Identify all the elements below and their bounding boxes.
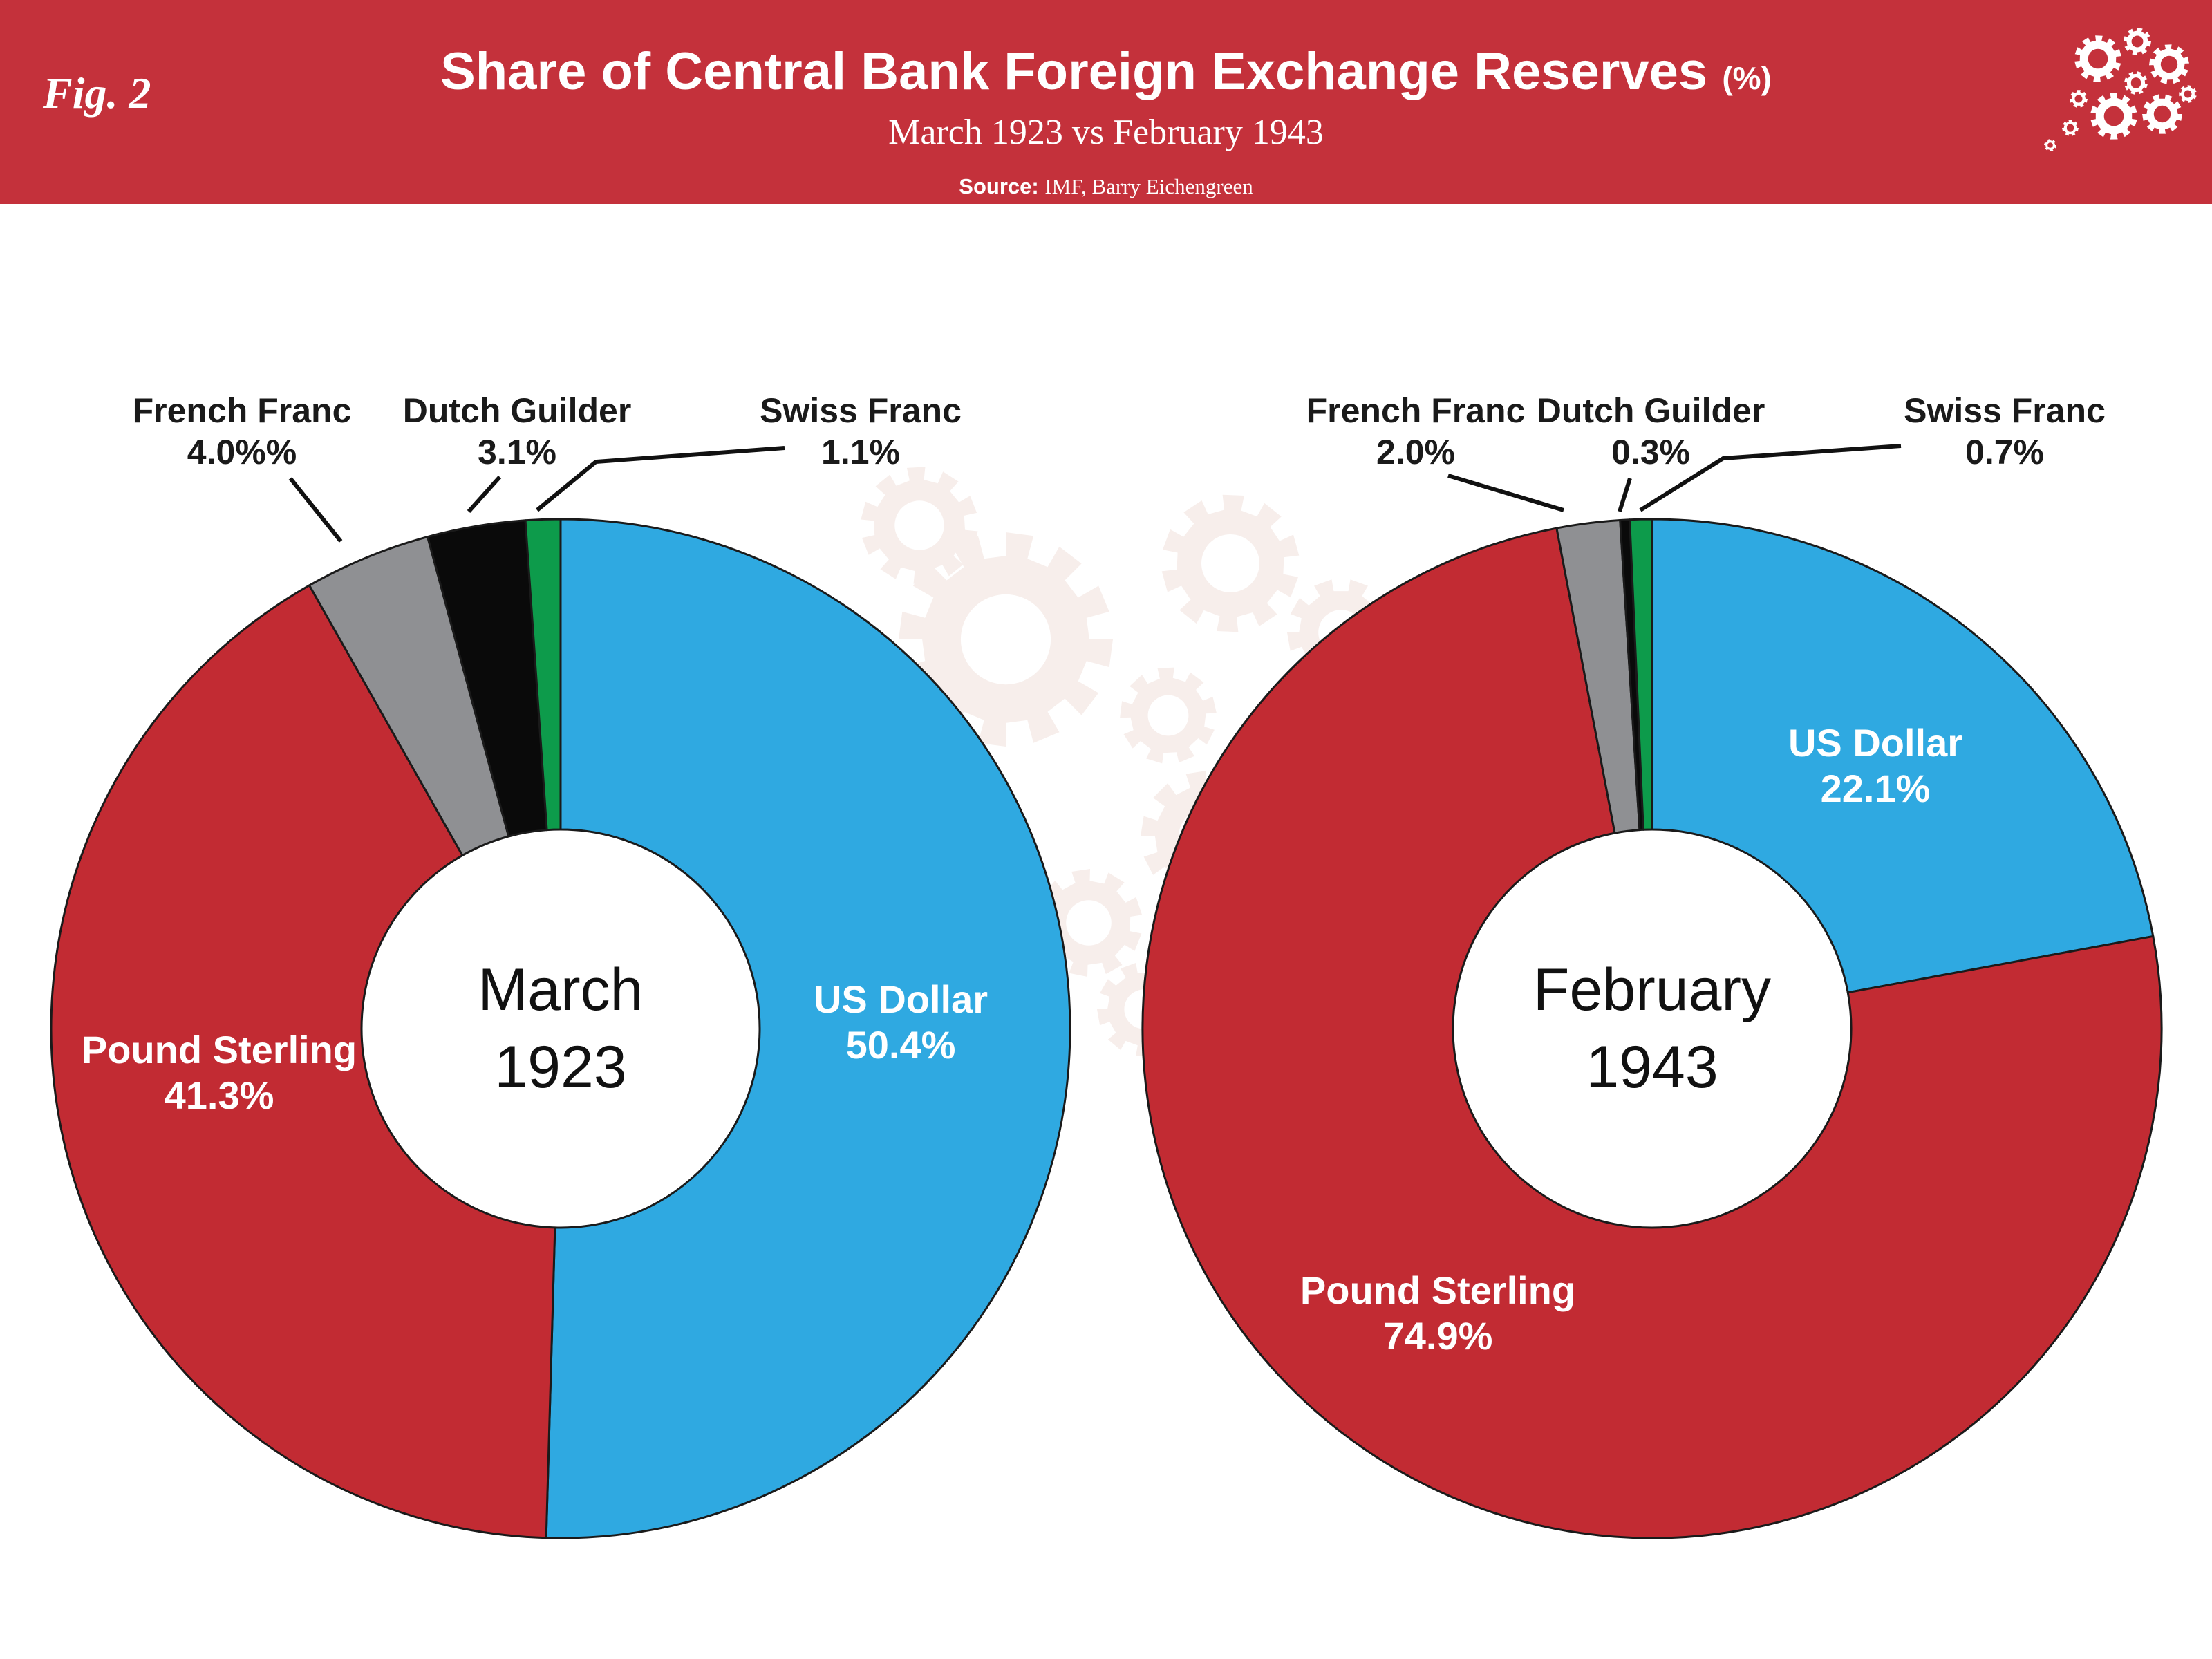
source-label: Source:	[959, 174, 1039, 198]
callout-dutch-guilder-1943: Dutch Guilder 0.3%	[1537, 390, 1765, 473]
callout-name: Swiss Franc	[760, 391, 962, 430]
figure-label: Fig. 2	[43, 68, 151, 118]
callout-name: Swiss Franc	[1904, 391, 2106, 430]
callout-value: 0.3%	[1611, 433, 1690, 471]
callout-french-franc-1943: French Franc 2.0%	[1306, 390, 1526, 473]
callout-value: 0.7%	[1965, 433, 2044, 471]
header-content: Share of Central Bank Foreign Exchange R…	[0, 0, 2212, 204]
slice-label-name: US Dollar	[1788, 721, 1963, 765]
header-band	[0, 0, 2212, 204]
callout-name: Dutch Guilder	[1536, 391, 1765, 430]
page-subtitle: March 1923 vs February 1943	[888, 113, 1324, 152]
slice-label-pound-sterling-1923: Pound Sterling 41.3%	[82, 1027, 357, 1118]
page-title-text: Share of Central Bank Foreign Exchange R…	[440, 42, 1708, 101]
slice-label-value: 41.3%	[164, 1074, 274, 1117]
slice-label-name: US Dollar	[813, 977, 988, 1021]
slice-label-us-dollar-1943: US Dollar 22.1%	[1788, 720, 1962, 812]
slice-label-us-dollar-1923: US Dollar 50.4%	[814, 977, 988, 1068]
callout-value: 2.0%	[1376, 433, 1455, 471]
slice-label-value: 74.9%	[1382, 1314, 1493, 1358]
center-year: 1923	[494, 1034, 627, 1100]
source-line: Source: IMF, Barry Eichengreen	[959, 175, 1253, 198]
center-month: March	[478, 957, 644, 1023]
callout-value: 1.1%	[821, 433, 900, 471]
callout-name: French Franc	[1306, 391, 1526, 430]
page-title: Share of Central Bank Foreign Exchange R…	[440, 0, 1772, 106]
callout-swiss-franc-1943: Swiss Franc 0.7%	[1904, 390, 2106, 473]
center-year: 1943	[1586, 1034, 1718, 1100]
callout-value: 3.1%	[478, 433, 556, 471]
callout-name: Dutch Guilder	[402, 391, 632, 430]
page-title-units: (%)	[1722, 60, 1772, 96]
callout-dutch-guilder-1923: Dutch Guilder 3.1%	[403, 390, 632, 473]
donut-center-label-1923: March 1923	[478, 951, 644, 1106]
center-month: February	[1533, 957, 1772, 1023]
gears-watermark-icon	[861, 467, 1425, 1056]
source-text: IMF, Barry Eichengreen	[1044, 174, 1253, 198]
callout-swiss-franc-1923: Swiss Franc 1.1%	[760, 390, 962, 473]
slice-label-pound-sterling-1943: Pound Sterling 74.9%	[1300, 1268, 1575, 1359]
donut-center-label-1943: February 1943	[1533, 951, 1771, 1106]
callout-value: 4.0%%	[187, 433, 297, 471]
callout-name: French Franc	[132, 391, 352, 430]
slice-label-name: Pound Sterling	[81, 1028, 357, 1071]
slice-label-value: 50.4%	[845, 1023, 956, 1067]
slice-label-value: 22.1%	[1820, 767, 1931, 810]
slice-label-name: Pound Sterling	[1300, 1268, 1576, 1312]
callout-french-franc-1923: French Franc 4.0%%	[133, 390, 352, 473]
